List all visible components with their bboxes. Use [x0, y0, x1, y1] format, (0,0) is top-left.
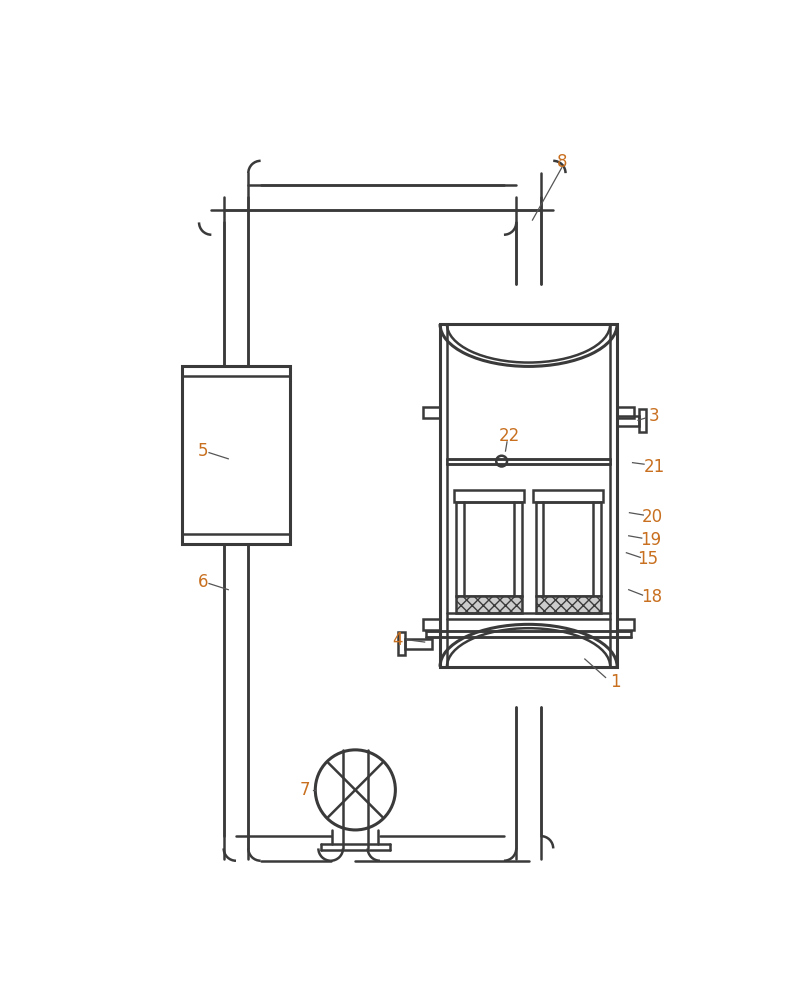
- Text: 6: 6: [198, 573, 208, 591]
- Bar: [617, 619, 634, 630]
- Bar: [535, 502, 601, 596]
- Text: 22: 22: [499, 427, 520, 445]
- Text: 5: 5: [198, 442, 208, 460]
- Text: 8: 8: [557, 153, 567, 171]
- Bar: [617, 407, 634, 418]
- Text: 3: 3: [649, 407, 659, 425]
- Bar: [457, 502, 522, 596]
- Bar: [447, 459, 611, 464]
- Text: 18: 18: [642, 588, 662, 606]
- Text: 20: 20: [642, 508, 663, 526]
- Bar: [638, 409, 646, 432]
- Text: 21: 21: [643, 458, 665, 476]
- Bar: [617, 416, 638, 426]
- Bar: [182, 366, 290, 544]
- Bar: [534, 490, 603, 502]
- Text: 7: 7: [300, 781, 310, 799]
- Bar: [426, 631, 631, 637]
- Bar: [535, 596, 601, 613]
- Bar: [406, 639, 433, 649]
- Text: 1: 1: [611, 673, 621, 691]
- Bar: [399, 632, 406, 655]
- Bar: [440, 324, 617, 667]
- Bar: [423, 407, 440, 418]
- Text: 15: 15: [638, 550, 658, 568]
- Text: 19: 19: [640, 531, 661, 549]
- Bar: [457, 596, 522, 613]
- Bar: [182, 366, 290, 376]
- Bar: [182, 534, 290, 544]
- Bar: [447, 324, 611, 667]
- Bar: [454, 490, 524, 502]
- Text: 4: 4: [392, 631, 403, 649]
- Bar: [423, 619, 440, 630]
